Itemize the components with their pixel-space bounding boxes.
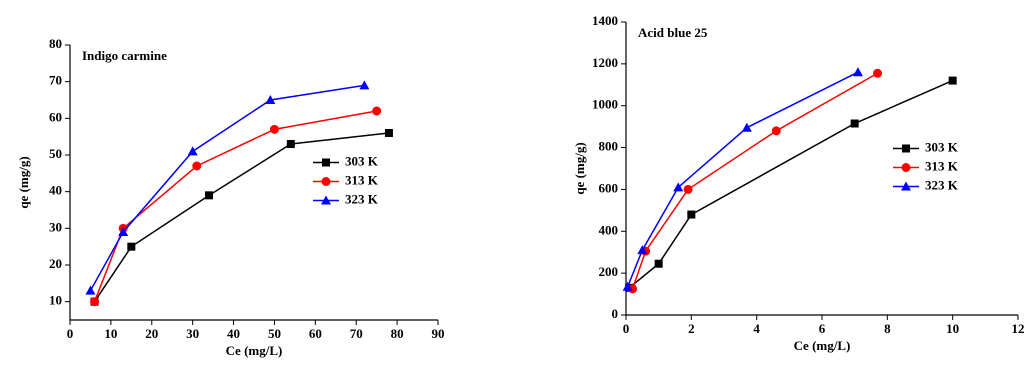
x-tick-label: 60: [309, 326, 322, 341]
series-line: [89, 84, 365, 292]
chart-title: Acid blue 25: [638, 25, 708, 40]
marker: [687, 210, 696, 219]
x-tick-label: 90: [432, 326, 445, 341]
marker: [90, 297, 100, 307]
legend-label: 313 K: [345, 172, 379, 187]
x-tick-label: 30: [186, 326, 199, 341]
y-tick-label: 60: [49, 109, 62, 124]
y-tick-label: 10: [49, 293, 62, 308]
chart-title: Indigo carmine: [82, 48, 167, 63]
y-tick-label: 80: [49, 36, 62, 51]
x-tick-label: 10: [946, 321, 959, 336]
y-tick-label: 0: [612, 306, 619, 321]
x-tick-label: 12: [1012, 321, 1025, 336]
x-axis-label: Ce (mg/L): [226, 343, 283, 358]
legend-marker: [321, 177, 331, 186]
axes: [625, 22, 1018, 316]
marker: [622, 281, 633, 291]
marker: [85, 285, 96, 295]
x-tick-label: 20: [145, 326, 158, 341]
y-tick-label: 1000: [592, 97, 618, 112]
legend-label: 303 K: [345, 153, 379, 168]
marker: [948, 76, 957, 85]
x-tick-label: 0: [67, 326, 74, 341]
marker: [269, 124, 279, 134]
x-axis-label: Ce (mg/L): [794, 338, 851, 353]
y-tick-label: 40: [49, 183, 62, 198]
legend-label: 303 K: [925, 139, 959, 154]
marker: [187, 146, 198, 156]
y-tick-label: 600: [599, 180, 619, 195]
marker: [372, 106, 382, 116]
legend-marker: [902, 144, 910, 153]
x-tick-label: 6: [819, 321, 826, 336]
marker: [683, 184, 693, 194]
marker: [265, 95, 276, 104]
marker: [127, 242, 136, 251]
legend-marker: [321, 195, 331, 205]
y-tick-label: 20: [49, 256, 62, 271]
legend-label: 313 K: [925, 158, 959, 173]
x-tick-label: 8: [884, 321, 891, 336]
y-tick-label: 1400: [592, 13, 618, 28]
x-tick-label: 4: [753, 321, 760, 336]
marker: [205, 191, 214, 200]
axes: [69, 45, 438, 321]
y-tick-label: 70: [49, 73, 62, 88]
x-tick-label: 50: [268, 326, 281, 341]
legend-marker: [322, 158, 330, 167]
marker: [637, 245, 648, 255]
x-tick-label: 0: [623, 321, 630, 336]
marker: [286, 140, 295, 148]
x-tick-label: 80: [391, 326, 404, 341]
y-tick-label: 800: [599, 139, 619, 154]
marker: [741, 122, 752, 132]
marker: [118, 227, 129, 236]
y-tick-label: 400: [599, 222, 619, 237]
marker: [873, 68, 883, 78]
marker: [359, 80, 370, 90]
marker: [192, 161, 202, 171]
y-axis-label: qe (mg/g): [572, 142, 587, 194]
series-line: [631, 72, 878, 290]
legend-marker: [901, 163, 911, 172]
y-tick-label: 50: [49, 146, 62, 161]
marker: [654, 259, 663, 268]
legend-marker: [901, 181, 911, 191]
y-axis-label: qe (mg/g): [16, 156, 31, 208]
marker: [771, 126, 781, 136]
y-tick-label: 1200: [592, 55, 618, 70]
marker: [850, 119, 859, 128]
x-tick-label: 70: [350, 326, 363, 341]
marker: [673, 182, 684, 192]
marker: [384, 129, 393, 137]
y-tick-label: 30: [49, 219, 62, 234]
marker: [852, 67, 863, 77]
legend-label: 323 K: [925, 177, 959, 192]
legend-label: 323 K: [345, 191, 379, 206]
x-tick-label: 2: [688, 321, 695, 336]
x-tick-label: 40: [227, 326, 240, 341]
x-tick-label: 10: [104, 326, 117, 341]
y-tick-label: 200: [599, 264, 619, 279]
